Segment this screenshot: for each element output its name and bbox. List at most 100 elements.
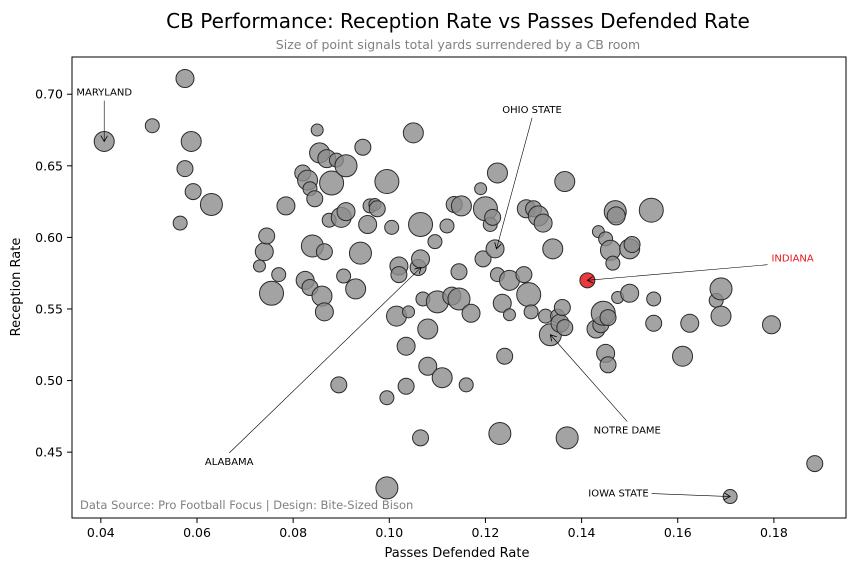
x-tick-label: 0.06 <box>183 525 211 540</box>
iowa-state-label: IOWA STATE <box>588 489 648 500</box>
scatter-point <box>271 267 287 283</box>
x-axis-label: Passes Defended Rate <box>385 546 530 561</box>
scatter-point <box>554 171 576 193</box>
scatter-point <box>384 219 400 235</box>
y-tick-label: 0.65 <box>35 158 63 173</box>
scatter-point <box>345 278 367 300</box>
scatter-point <box>447 287 471 311</box>
scatter-point <box>620 283 640 303</box>
scatter-point <box>354 138 372 156</box>
scatter-point <box>488 422 512 446</box>
scatter-point <box>645 314 663 332</box>
scatter-point <box>492 293 512 313</box>
scatter-point <box>450 263 468 281</box>
scatter-point <box>396 336 416 356</box>
scatter-point <box>144 118 160 134</box>
scatter-point <box>368 200 386 218</box>
scatter-point <box>486 162 508 184</box>
x-tick-label: 0.12 <box>472 525 500 540</box>
scatter-point <box>556 319 574 337</box>
scatter-point <box>709 277 733 301</box>
indiana-label: INDIANA <box>771 254 813 265</box>
scatter-point <box>336 202 356 222</box>
y-tick-label: 0.60 <box>35 230 63 245</box>
scatter-point <box>348 241 372 265</box>
scatter-point <box>254 242 274 262</box>
scatter-point <box>358 215 378 235</box>
scatter-point <box>259 280 285 306</box>
scatter-point <box>336 268 352 284</box>
scatter-point <box>199 192 223 216</box>
scatter-point <box>605 255 621 271</box>
scatter-point <box>306 190 324 208</box>
scatter-point <box>523 304 539 320</box>
alabama-arrow <box>228 267 421 454</box>
scatter-point <box>315 243 333 261</box>
scatter-point <box>710 305 732 327</box>
scatter-point <box>450 195 472 217</box>
scatter-point <box>439 218 455 234</box>
scatter-point <box>184 183 202 201</box>
scatter-point <box>379 390 395 406</box>
scatter-point <box>408 212 434 238</box>
scatter-point <box>533 213 553 233</box>
scatter-point <box>599 309 617 327</box>
scatter-point <box>485 239 505 259</box>
scatter-point <box>496 347 514 365</box>
scatter-point <box>458 377 474 393</box>
notre-dame-label: NOTRE DAME <box>594 426 661 437</box>
scatter-point <box>461 303 481 323</box>
scatter-point <box>374 169 400 195</box>
scatter-point <box>599 356 617 374</box>
scatter-point <box>310 123 324 137</box>
scatter-point <box>258 227 276 245</box>
scatter-point <box>314 302 334 322</box>
scatter-point <box>502 308 516 322</box>
scatter-point <box>761 315 781 335</box>
scatter-point <box>402 305 416 319</box>
scatter-point <box>176 160 194 178</box>
scatter-point <box>276 196 296 216</box>
plot-area <box>71 56 847 519</box>
y-tick-label: 0.50 <box>35 373 63 388</box>
scatter-point <box>431 367 453 389</box>
scatter-point <box>515 266 533 284</box>
chart-title: CB Performance: Reception Rate vs Passes… <box>166 9 750 33</box>
x-tick-label: 0.10 <box>375 525 403 540</box>
ohio-state-arrow <box>496 117 533 249</box>
scatter-point <box>319 170 345 196</box>
y-tick-label: 0.55 <box>35 301 63 316</box>
y-tick-label: 0.45 <box>35 445 63 460</box>
scatter-point <box>172 215 188 231</box>
scatter-point <box>638 197 664 223</box>
data-source-note: Data Source: Pro Football Focus | Design… <box>80 498 413 512</box>
scatter-point <box>390 266 408 284</box>
scatter-point <box>334 154 358 178</box>
scatter-point <box>397 377 415 395</box>
x-tick-label: 0.08 <box>279 525 307 540</box>
scatter-point <box>555 426 579 450</box>
notre-dame-arrow <box>550 335 628 422</box>
scatter-point <box>411 249 431 269</box>
scatter-point <box>402 122 424 144</box>
scatter-point <box>680 313 700 333</box>
scatter-point <box>516 282 542 308</box>
y-tick-label: 0.70 <box>35 87 63 102</box>
x-axis: 0.04 0.06 0.08 0.10 0.12 0.14 0.16 0.18 <box>87 518 788 540</box>
scatter-point <box>553 299 571 317</box>
scatter-point <box>175 68 195 88</box>
scatter-points <box>93 68 824 505</box>
scatter-point <box>646 291 662 307</box>
alabama-label: ALABAMA <box>205 457 254 468</box>
scatter-point <box>427 234 443 250</box>
y-axis: 0.45 0.50 0.55 0.60 0.65 0.70 <box>35 87 72 460</box>
chart-subtitle: Size of point signals total yards surren… <box>276 37 640 52</box>
scatter-point <box>542 238 564 260</box>
scatter-point <box>606 206 626 226</box>
scatter-point <box>417 318 439 340</box>
scatter-point <box>330 376 348 394</box>
x-tick-label: 0.14 <box>568 525 596 540</box>
annotations: MARYLAND OHIO STATE INDIANA ALABAMA NOTRE DA… <box>76 88 814 500</box>
scatter-point <box>806 455 824 473</box>
